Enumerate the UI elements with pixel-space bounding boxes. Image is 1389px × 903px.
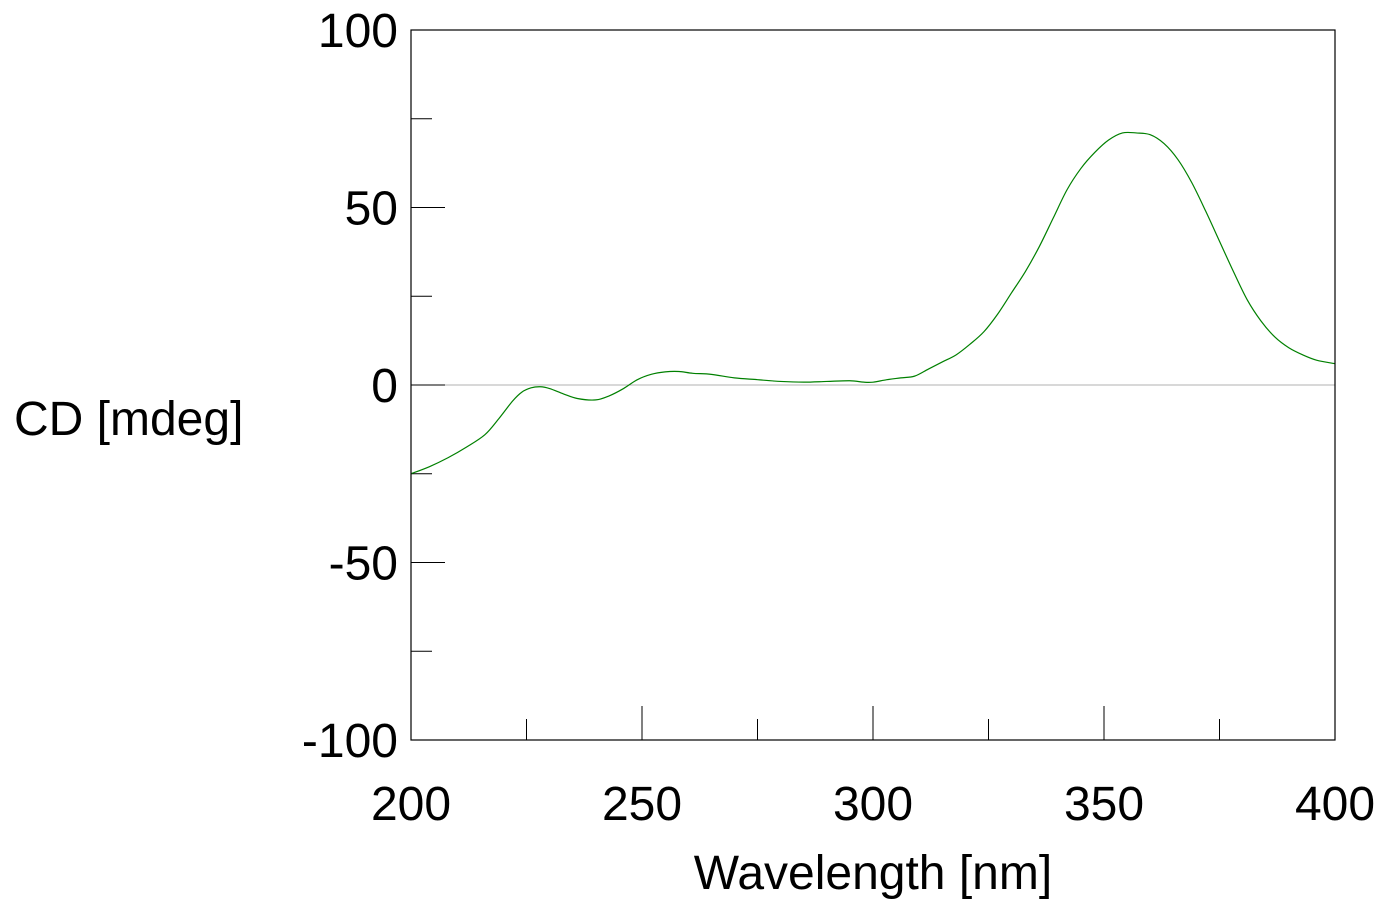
y-tick-label: -50: [329, 538, 398, 591]
x-tick-label: 400: [1295, 778, 1375, 831]
x-axis-tick-labels: 200 250 300 350 400: [371, 778, 1375, 831]
x-tick-label: 300: [833, 778, 913, 831]
y-tick-label: 0: [371, 360, 398, 413]
y-tick-label: -100: [302, 715, 398, 768]
y-axis-title: CD [mdeg]: [14, 393, 243, 446]
y-tick-label: 100: [318, 5, 398, 58]
x-tick-label: 350: [1064, 778, 1144, 831]
x-tick-label: 250: [602, 778, 682, 831]
x-axis-title: Wavelength [nm]: [694, 847, 1052, 900]
y-axis-tick-labels: -100 -50 0 50 100: [302, 5, 398, 768]
cd-spectrum-line: [410, 131, 1336, 475]
plot-frame: [410, 29, 1336, 741]
y-tick-label: 50: [345, 183, 398, 236]
x-tick-label: 200: [371, 778, 451, 831]
